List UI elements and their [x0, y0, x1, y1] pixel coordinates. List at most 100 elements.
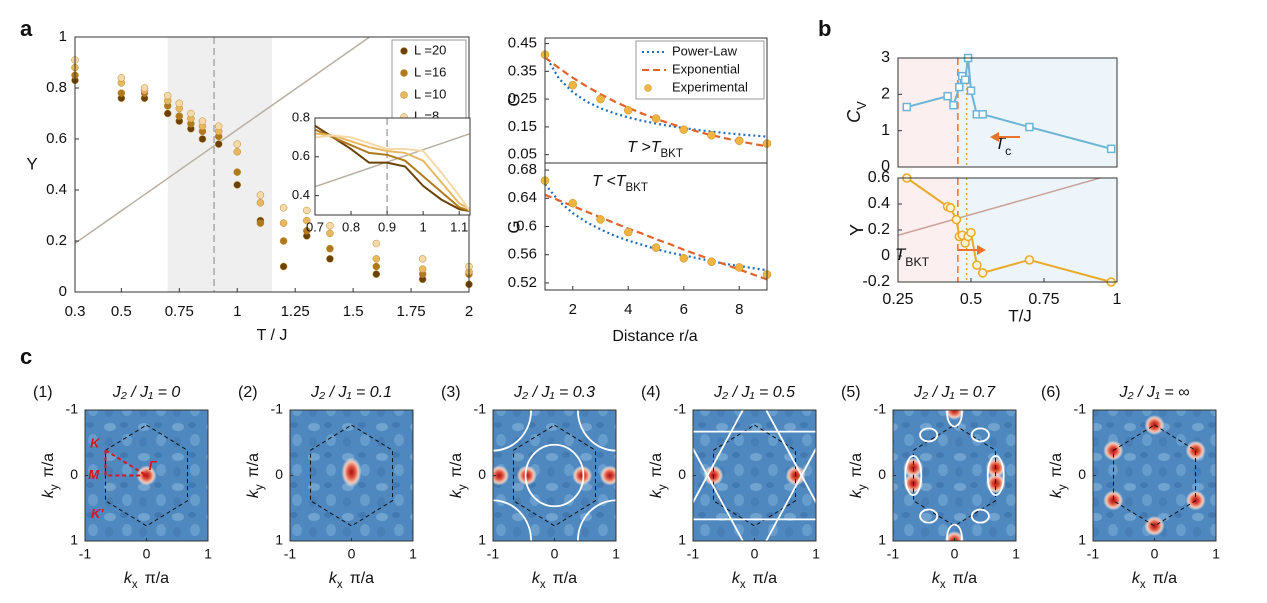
axes-frame — [1092, 409, 1217, 542]
x-tick-label: 1.1 — [450, 219, 468, 234]
peak — [1103, 490, 1124, 511]
legend-label: L =20 — [414, 42, 446, 57]
heatmap-area — [290, 410, 413, 541]
marker — [596, 215, 605, 224]
peak — [1185, 440, 1206, 461]
y-axis-label-main: k — [245, 489, 262, 498]
annotation-main: T <T — [592, 173, 627, 190]
x-tick-label: -1 — [687, 546, 700, 562]
heatmap-title: J₂ / J₁ = 0 — [112, 384, 181, 401]
y-tick-label: 0.52 — [508, 274, 537, 291]
axes-frame — [897, 57, 1118, 168]
marker — [679, 125, 688, 134]
x-tick-label: 1.75 — [396, 303, 425, 320]
heatmap-background — [493, 410, 616, 541]
x-axis-label-sub: x — [940, 579, 946, 591]
marker — [568, 198, 577, 208]
y-tick-label: 0 — [70, 466, 78, 482]
shaded-band — [167, 37, 272, 292]
peak — [944, 531, 965, 541]
marker — [651, 243, 661, 252]
peak — [341, 457, 362, 488]
x-axis-label: kx π/a — [329, 570, 374, 591]
reference-line — [315, 133, 470, 188]
x-tick-label: -1 — [79, 546, 92, 562]
y-axis-label-unit: π/a — [1048, 453, 1065, 477]
marker — [279, 204, 288, 212]
marker — [902, 102, 912, 112]
x-axis-label-unit: π/a — [753, 570, 777, 587]
annotation-sub: BKT — [660, 148, 682, 160]
marker — [303, 216, 311, 225]
y-tick-label: -1 — [474, 401, 487, 417]
y-tick-label: 0.6 — [868, 169, 890, 186]
marker — [187, 109, 195, 118]
panel-letter: b — [818, 16, 831, 41]
x-axis-label-sub: x — [337, 579, 343, 591]
x-tick-label: 0 — [1151, 546, 1159, 562]
x-tick-label: -1 — [284, 546, 297, 562]
x-axis-label: kx π/a — [1132, 570, 1177, 591]
y-axis-label-unit: π/a — [245, 453, 262, 477]
y-tick-label: 0 — [881, 247, 890, 264]
peak — [1103, 440, 1124, 461]
marker — [303, 206, 311, 215]
y-axis-label-sub: V — [854, 101, 869, 110]
x-axis-label-main: k — [1132, 570, 1141, 587]
x-tick-label: 4 — [624, 301, 632, 318]
y-axis-label: ky π/a — [448, 453, 469, 498]
marker — [372, 255, 381, 263]
marker — [977, 268, 988, 278]
y-tick-label: -1 — [271, 401, 284, 417]
marker — [596, 94, 605, 104]
x-axis-label-main: k — [532, 570, 541, 587]
marker — [256, 199, 265, 207]
marker — [400, 47, 408, 55]
reference-line — [75, 37, 371, 244]
y-tick-label: 0.2 — [46, 232, 67, 249]
marker — [198, 135, 207, 143]
x-tick-label: -1 — [1087, 546, 1100, 562]
marker — [198, 117, 207, 125]
brillouin-zone — [309, 424, 394, 527]
k-point-label: Γ — [149, 458, 158, 473]
reference-line — [898, 178, 1103, 237]
x-tick-label: 0 — [551, 546, 559, 562]
peak — [944, 410, 965, 420]
x-axis-label-sub: x — [1140, 579, 1146, 591]
marker — [972, 260, 982, 270]
marker — [951, 214, 962, 225]
y-tick-label: 0.4 — [46, 181, 67, 198]
x-axis-label: kx π/a — [124, 570, 169, 591]
x-axis-label: Distance r/a — [612, 328, 697, 345]
marker — [372, 239, 381, 248]
heatmap-title: J₂ / J₁ = 0.7 — [913, 384, 996, 401]
annotation-main: T — [895, 245, 907, 264]
panel-index: (4) — [641, 384, 661, 401]
fermi-contour — [904, 454, 923, 497]
legend-label: Exponential — [672, 61, 740, 76]
fermi-contour — [693, 410, 816, 521]
axes-frame — [84, 409, 209, 542]
x-tick-label: 0.8 — [342, 219, 360, 234]
x-axis-label-unit: π/a — [953, 570, 977, 587]
arrow-head — [990, 132, 999, 142]
marker — [326, 221, 334, 230]
fermi-contour — [970, 508, 990, 524]
marker — [651, 114, 661, 123]
marker — [372, 270, 381, 278]
marker — [214, 122, 223, 130]
heatmap-title: J₂ / J₁ = 0.3 — [513, 384, 595, 401]
panel-index: (1) — [33, 384, 53, 401]
x-tick-label: 1 — [1012, 546, 1020, 562]
arrow-head — [977, 245, 986, 255]
y-tick-label: 0.05 — [508, 146, 537, 163]
annotation-main: T >T — [627, 139, 662, 156]
heatmap-title: J₂ / J₁ = 0.1 — [310, 384, 392, 401]
x-tick-label: 1 — [233, 303, 241, 320]
peak — [516, 465, 537, 486]
x-tick-label: 6 — [680, 301, 688, 318]
axes-frame — [897, 177, 1118, 283]
x-tick-label: 1 — [409, 546, 417, 562]
